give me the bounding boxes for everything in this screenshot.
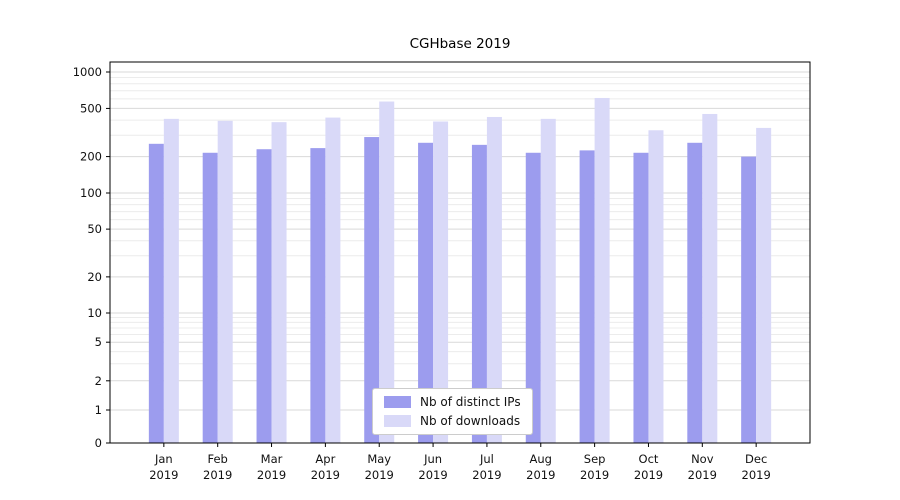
x-tick-label-year: 2019 xyxy=(688,468,717,482)
chart-title: CGHbase 2019 xyxy=(409,36,511,52)
x-tick-label-year: 2019 xyxy=(526,468,555,482)
bar xyxy=(687,142,703,444)
x-tick-label-year: 2019 xyxy=(418,468,447,482)
bar xyxy=(741,156,757,443)
x-axis: Jan 2019 Feb 2019 Mar 2019 Apr 2019 May 2019 Jun 20… xyxy=(149,443,771,482)
bar xyxy=(486,116,502,444)
y-axis: 0 1 2 5 10 20 50 100 200 500 1000 xyxy=(73,65,110,450)
bar xyxy=(271,122,287,444)
y-tick-label: 200 xyxy=(80,150,102,164)
x-tick-label-month: Jul xyxy=(479,452,494,466)
x-tick-label-month: Apr xyxy=(315,452,335,466)
plot-border xyxy=(109,61,811,444)
x-tick-label-year: 2019 xyxy=(580,468,609,482)
x-tick-label-month: Feb xyxy=(208,452,228,466)
y-tick-label: 5 xyxy=(95,335,102,349)
x-tick-label-year: 2019 xyxy=(257,468,286,482)
x-tick-label-year: 2019 xyxy=(742,468,771,482)
y-tick-label: 1000 xyxy=(73,65,102,79)
bar xyxy=(217,120,233,443)
x-tick-label-month: Oct xyxy=(639,452,659,466)
legend: Nb of distinct IPs Nb of downloads xyxy=(372,388,533,435)
x-tick-label-year: 2019 xyxy=(365,468,394,482)
x-tick-label-month: Nov xyxy=(691,452,714,466)
bar xyxy=(633,152,649,443)
legend-swatch-downloads xyxy=(384,415,411,427)
y-tick-label: 100 xyxy=(80,186,102,200)
bar xyxy=(148,143,164,443)
bar xyxy=(364,137,380,443)
legend-label-distinct-ips: Nb of distinct IPs xyxy=(420,395,521,409)
bar xyxy=(433,121,449,443)
bar xyxy=(471,144,487,444)
bars-distinct-ips xyxy=(148,137,757,444)
x-tick-label-year: 2019 xyxy=(311,468,340,482)
bar xyxy=(540,118,556,444)
bars-downloads xyxy=(163,97,772,444)
bar xyxy=(648,130,664,443)
bar xyxy=(579,150,595,443)
x-tick-label-month: Sep xyxy=(584,452,606,466)
bar xyxy=(756,127,772,443)
bar xyxy=(325,117,341,443)
legend-label-downloads: Nb of downloads xyxy=(420,414,521,428)
x-tick-label-year: 2019 xyxy=(472,468,501,482)
y-tick-label: 10 xyxy=(87,306,102,320)
bar xyxy=(379,101,395,444)
bar xyxy=(525,152,541,443)
x-tick-label-year: 2019 xyxy=(149,468,178,482)
x-tick-label-month: May xyxy=(367,452,391,466)
x-tick-label-month: Mar xyxy=(261,452,283,466)
x-tick-label-month: Jun xyxy=(423,452,442,466)
y-tick-label: 500 xyxy=(80,101,102,115)
legend-swatch-distinct-ips xyxy=(384,396,411,408)
y-tick-label: 2 xyxy=(95,374,102,388)
y-tick-label: 50 xyxy=(87,222,102,236)
y-tick-label: 0 xyxy=(95,436,102,450)
bar xyxy=(202,152,218,443)
bar xyxy=(163,118,179,444)
bar xyxy=(418,142,434,444)
x-tick-label-year: 2019 xyxy=(203,468,232,482)
legend-item-distinct-ips: Nb of distinct IPs xyxy=(384,395,521,409)
bar xyxy=(256,149,272,443)
x-tick-label-year: 2019 xyxy=(634,468,663,482)
x-tick-label-month: Jan xyxy=(154,452,173,466)
x-tick-label-month: Aug xyxy=(530,452,552,466)
legend-item-downloads: Nb of downloads xyxy=(384,414,521,428)
y-tick-label: 1 xyxy=(95,403,102,417)
x-tick-label-month: Dec xyxy=(745,452,767,466)
y-tick-label: 20 xyxy=(87,270,102,284)
bar xyxy=(594,97,610,443)
bar xyxy=(310,148,326,444)
bar xyxy=(702,113,718,443)
